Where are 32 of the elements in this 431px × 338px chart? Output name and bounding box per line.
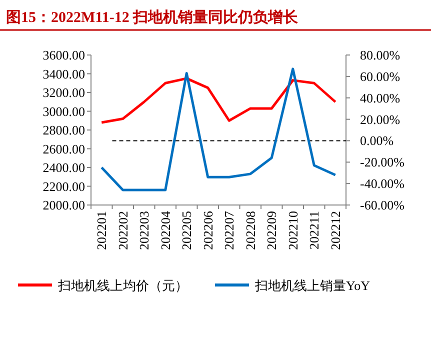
x-tick-label: 202202 [115,211,130,250]
x-tick-label: 202210 [285,211,300,250]
y2-tick-label: 20.00% [360,112,400,127]
x-tick-label: 202209 [264,211,280,250]
y-tick-label: 3400.00 [42,66,85,82]
y-tick-label: 3000.00 [42,104,85,119]
x-tick-label: 202206 [200,210,216,250]
y-tick-label: 2800.00 [42,122,85,138]
x-tick-label: 202204 [158,210,173,250]
y-tick-label: 3600.00 [42,48,85,62]
y2-tick-label: 40.00% [360,90,400,106]
y2-tick-label: -20.00% [360,154,405,170]
x-tick-label: 202208 [242,211,258,250]
chart-title: 图15：2022M11-12 扫地机销量同比仍负增长 [6,9,300,26]
y2-tick-label: 0.00% [360,133,394,148]
y-tick-label: 2600.00 [42,141,85,156]
y2-tick-label: 60.00% [360,68,400,84]
x-tick-label: 202211 [306,211,322,250]
y2-tick-label: 80.00% [360,48,400,62]
y-tick-label: 2200.00 [42,178,85,194]
x-tick-label: 202205 [179,211,194,250]
x-tick-label: 202212 [328,211,343,250]
x-tick-label: 202201 [94,211,110,250]
legend-label: 扫地机线上均价（元） [57,278,188,293]
y-tick-label: 2400.00 [42,160,85,175]
y-tick-label: 3200.00 [42,85,85,100]
legend-label: 扫地机线上销量YoY [254,278,371,293]
y-tick-label: 2000.00 [42,198,85,212]
y2-tick-label: -60.00% [360,198,405,212]
y2-tick-label: -40.00% [360,176,405,192]
x-tick-label: 202207 [222,210,237,250]
x-tick-label: 202203 [136,211,152,250]
